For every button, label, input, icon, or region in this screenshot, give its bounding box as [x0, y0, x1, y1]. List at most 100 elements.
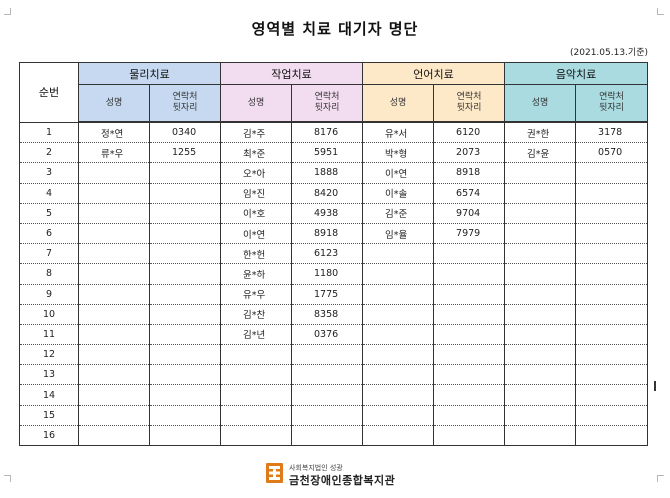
patient-name-cell	[362, 324, 434, 346]
table-row: 2 류*우 1255 최*준 5951 박*형 2073 김*윤 0570	[19, 142, 649, 164]
phone-suffix-cell	[148, 162, 221, 184]
phone-suffix-cell	[148, 425, 221, 447]
org-parent-name: 사회복지법인 성광	[289, 464, 343, 472]
phone-suffix-cell	[148, 384, 221, 406]
sub-header-phone-line1: 연락처	[172, 92, 198, 102]
sub-header-phone: 연락처 뒷자리	[291, 84, 363, 123]
phone-suffix-cell: 3178	[575, 122, 649, 144]
table-row: 9 유*우 1775	[19, 284, 649, 305]
sub-header-phone-line1: 연락처	[456, 92, 482, 102]
footer-logo: 사회복지법인 성광 금천장애인종합복지관	[262, 461, 412, 487]
seq-header: 순번	[19, 62, 79, 123]
phone-suffix-cell	[148, 344, 221, 366]
phone-suffix-cell	[148, 284, 221, 305]
table-row: 11 김*년 0376	[19, 324, 649, 346]
row-number: 16	[19, 425, 79, 447]
patient-name-cell	[504, 223, 576, 245]
phone-suffix-cell	[148, 304, 221, 325]
sub-header-name: 성명	[362, 84, 434, 123]
phone-suffix-cell	[148, 263, 221, 285]
patient-name-cell	[362, 425, 434, 447]
phone-suffix-cell	[433, 284, 505, 305]
group-header-music: 음악치료	[504, 62, 649, 85]
sub-header-phone: 연락처 뒷자리	[148, 84, 221, 123]
row-number: 4	[19, 183, 79, 204]
group-header-speech: 언어치료	[362, 62, 505, 85]
phone-suffix-cell: 0570	[575, 142, 649, 164]
table-row: 3 오*아 1888 이*연 8918	[19, 162, 649, 184]
patient-name-cell	[504, 364, 576, 386]
patient-name-cell: 오*아	[220, 162, 292, 184]
table-row: 14	[19, 384, 649, 406]
phone-suffix-cell: 8918	[291, 223, 363, 245]
patient-name-cell	[78, 344, 150, 366]
phone-suffix-cell: 1180	[291, 263, 363, 285]
phone-suffix-cell: 8918	[433, 162, 505, 184]
sub-header-phone-line1: 연락처	[314, 92, 340, 102]
patient-name-cell	[78, 203, 150, 224]
phone-suffix-cell: 8358	[291, 304, 363, 325]
patient-name-cell	[78, 405, 150, 426]
row-number: 15	[19, 405, 79, 426]
patient-name-cell	[220, 405, 292, 426]
table-body: 1 정*연 0340 김*주 8176 유*서 6120 권*한 3178 2 류*우 1255 최*준…	[19, 122, 649, 447]
phone-suffix-cell	[148, 405, 221, 426]
row-number: 12	[19, 344, 79, 366]
welfare-center-logo-icon	[266, 463, 283, 483]
patient-name-cell	[220, 384, 292, 406]
patient-name-cell: 이*연	[220, 223, 292, 245]
patient-name-cell: 김*주	[220, 122, 292, 144]
phone-suffix-cell	[433, 364, 505, 386]
row-number: 7	[19, 243, 79, 265]
phone-suffix-cell	[575, 243, 649, 265]
patient-name-cell: 최*준	[220, 142, 292, 164]
phone-suffix-cell: 6120	[433, 122, 505, 144]
phone-suffix-cell: 1888	[291, 162, 363, 184]
phone-suffix-cell	[575, 203, 649, 224]
sub-header-phone: 연락처 뒷자리	[575, 84, 649, 123]
row-number: 5	[19, 203, 79, 224]
phone-suffix-cell: 0376	[291, 324, 363, 346]
row-number: 11	[19, 324, 79, 346]
patient-name-cell	[362, 243, 434, 265]
patient-name-cell	[362, 284, 434, 305]
patient-name-cell	[504, 304, 576, 325]
row-number: 6	[19, 223, 79, 245]
table-row: 7 한*헌 6123	[19, 243, 649, 265]
sub-header-phone-line2: 뒷자리	[172, 103, 198, 113]
patient-name-cell	[78, 162, 150, 184]
org-name: 금천장애인종합복지관	[289, 474, 396, 487]
patient-name-cell: 윤*하	[220, 263, 292, 285]
patient-name-cell	[504, 284, 576, 305]
table-row: 12	[19, 344, 649, 366]
phone-suffix-cell	[575, 304, 649, 325]
patient-name-cell	[504, 324, 576, 346]
phone-suffix-cell	[433, 405, 505, 426]
sub-header-name: 성명	[504, 84, 576, 123]
patient-name-cell	[504, 263, 576, 285]
margin-marker	[654, 381, 656, 391]
patient-name-cell: 임*진	[220, 183, 292, 204]
table-row: 1 정*연 0340 김*주 8176 유*서 6120 권*한 3178	[19, 122, 649, 144]
phone-suffix-cell: 5951	[291, 142, 363, 164]
phone-suffix-cell	[148, 203, 221, 224]
phone-suffix-cell: 1775	[291, 284, 363, 305]
patient-name-cell: 이*솔	[362, 183, 434, 204]
table-row: 8 윤*하 1180	[19, 263, 649, 285]
row-number: 10	[19, 304, 79, 325]
table-row: 10 김*찬 8358	[19, 304, 649, 325]
table-row: 16	[19, 425, 649, 447]
patient-name-cell	[362, 364, 434, 386]
reference-date: (2021.05.13.기준)	[570, 48, 648, 58]
patient-name-cell	[362, 263, 434, 285]
phone-suffix-cell: 9704	[433, 203, 505, 224]
phone-suffix-cell	[575, 183, 649, 204]
table-row: 4 임*진 8420 이*솔 6574	[19, 183, 649, 204]
phone-suffix-cell	[291, 405, 363, 426]
phone-suffix-cell	[575, 162, 649, 184]
phone-suffix-cell	[575, 344, 649, 366]
phone-suffix-cell: 8420	[291, 183, 363, 204]
phone-suffix-cell	[433, 324, 505, 346]
phone-suffix-cell: 0340	[148, 122, 221, 144]
